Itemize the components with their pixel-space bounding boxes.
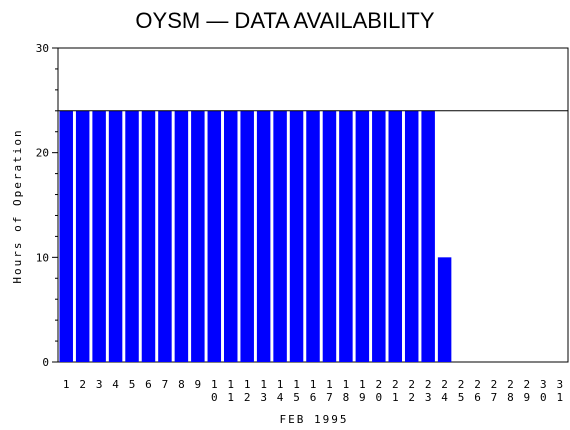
bar	[355, 110, 370, 362]
y-tick-label: 10	[36, 251, 49, 264]
bar	[141, 110, 156, 362]
x-tick-label: 9	[195, 378, 202, 391]
x-tick-label: 8	[178, 378, 185, 391]
bar	[108, 110, 123, 362]
bar	[75, 110, 90, 362]
chart-title: OYSM — DATA AVAILABILITY	[135, 8, 434, 33]
bar	[207, 110, 222, 362]
bar	[339, 110, 353, 362]
bar	[404, 110, 419, 362]
x-axis-label: FEB 1995	[280, 413, 349, 426]
bar	[256, 110, 271, 362]
x-tick-label: 5	[129, 378, 136, 391]
bar	[191, 110, 205, 362]
bar	[92, 110, 106, 362]
bar	[306, 110, 320, 362]
bar	[421, 110, 435, 362]
bar	[240, 110, 254, 362]
x-tick-label: 3	[96, 378, 103, 391]
y-axis-label: Hours of Operation	[11, 128, 24, 283]
bar	[322, 110, 337, 362]
bar	[158, 110, 172, 362]
bar	[289, 110, 304, 362]
x-tick-label: 7	[162, 378, 169, 391]
bar	[59, 110, 73, 362]
bar	[125, 110, 139, 362]
y-tick-label: 0	[42, 356, 49, 369]
x-tick-label: 2	[79, 378, 86, 391]
bar	[273, 110, 287, 362]
y-tick-label: 20	[36, 147, 49, 160]
x-tick-label: 1	[63, 378, 70, 391]
bar	[437, 257, 452, 362]
x-tick-label: 6	[145, 378, 152, 391]
bar	[388, 110, 403, 362]
bar	[174, 110, 189, 362]
y-tick-label: 30	[36, 42, 49, 55]
bar	[223, 110, 238, 362]
x-tick-label: 4	[112, 378, 119, 391]
bar	[372, 110, 386, 362]
